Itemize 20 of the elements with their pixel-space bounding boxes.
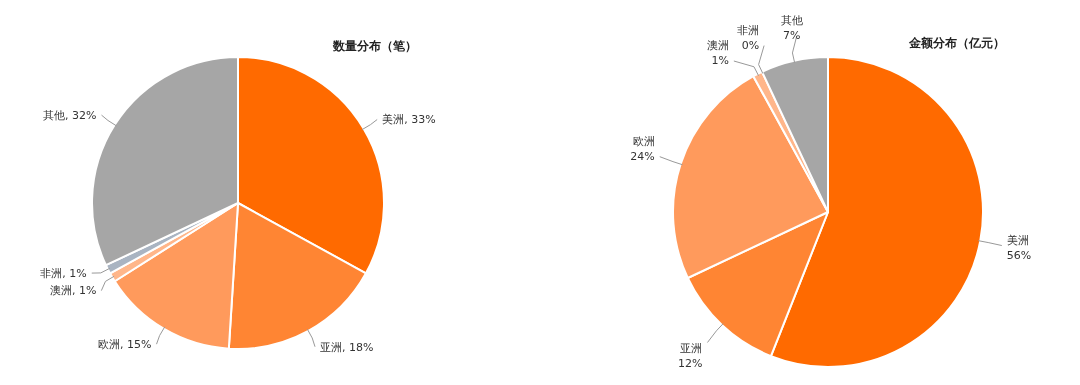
- slice-label: 欧洲, 15%: [98, 338, 152, 352]
- slice-label: 亚洲: [680, 342, 703, 356]
- data-label: 24%: [630, 149, 655, 163]
- data-label: 1%: [711, 54, 729, 67]
- slice-label: 其他, 32%: [43, 108, 97, 122]
- slice-label: 澳洲, 1%: [49, 284, 97, 298]
- slice-label: 其他: [780, 14, 803, 28]
- data-label: 12%: [678, 357, 703, 371]
- slice-label: 欧洲: [632, 134, 655, 148]
- data-label: 56%: [1006, 248, 1032, 262]
- slice-label: 美洲, 33%: [382, 113, 436, 127]
- slice-label: 亚洲, 18%: [320, 340, 374, 354]
- slice-label: 澳洲: [706, 39, 729, 52]
- slice-label: 非洲, 1%: [40, 266, 87, 280]
- text: 0%: [741, 38, 760, 52]
- text: 金额分布（亿元）: [908, 36, 1005, 50]
- data-label: 7%: [782, 29, 801, 43]
- slice-label: 美洲: [1006, 233, 1029, 247]
- category-label: 非洲: [737, 23, 760, 37]
- chart-title: 数量分布（笔）: [332, 39, 417, 53]
